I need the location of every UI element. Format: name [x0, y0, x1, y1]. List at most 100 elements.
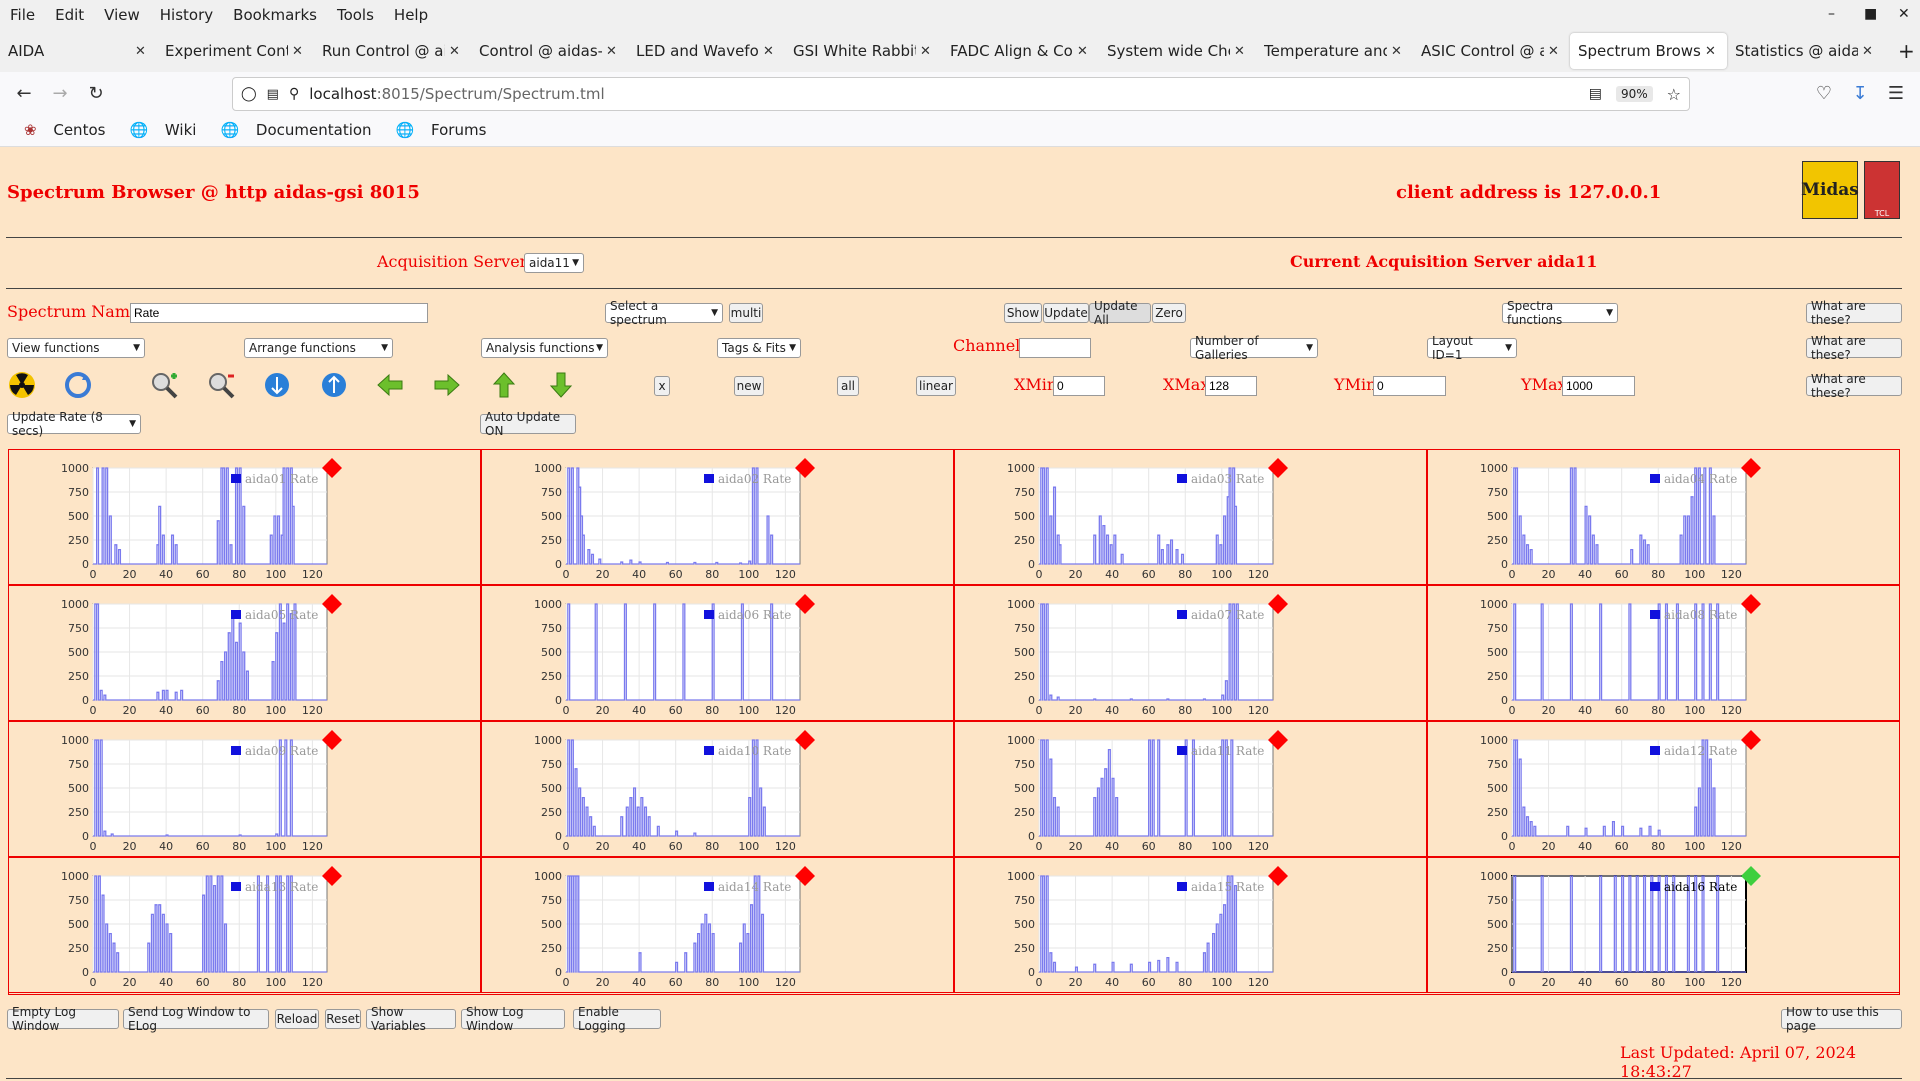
- pocket-icon[interactable]: ♡: [1815, 82, 1833, 104]
- spectrum-cell-aida14[interactable]: 0 250 500 750 1000 0 20 40 60 80 100 120 aida14 Rate: [481, 857, 954, 993]
- refresh-icon[interactable]: [63, 370, 93, 400]
- arrow-down-icon[interactable]: [546, 370, 576, 400]
- tab-2[interactable]: Run Control @ aid ✕: [314, 33, 471, 69]
- tab-10[interactable]: Spectrum Browser✕: [1570, 33, 1727, 69]
- forward-icon[interactable]: →: [52, 82, 68, 104]
- bookmark-forums[interactable]: 🌐 Forums: [395, 121, 487, 139]
- spectrum-plot[interactable]: 0 250 500 750 1000 0 20 40 60 80 100 120 aida03 Rate: [955, 450, 1428, 586]
- radiation-icon[interactable]: [7, 370, 37, 400]
- analysis-functions-dropdown[interactable]: Analysis functions ▼: [481, 338, 608, 358]
- what-are-these-button-1[interactable]: What are these?: [1806, 299, 1902, 327]
- spectrum-plot[interactable]: 0 250 500 750 1000 0 20 40 60 80 100 120 aida09 Rate: [9, 722, 482, 858]
- spectrum-plot[interactable]: 0 250 500 750 1000 0 20 40 60 80 100 120 aida14 Rate: [482, 858, 955, 994]
- status-diamond-icon[interactable]: [322, 730, 342, 750]
- menu-view[interactable]: View: [104, 6, 140, 24]
- tab-5[interactable]: GSI White Rabbit T✕: [785, 33, 942, 69]
- status-diamond-icon[interactable]: [322, 594, 342, 614]
- spectrum-cell-aida16[interactable]: 0 250 500 750 1000 0 20 40 60 80 100 120 aida16 Rate: [1427, 857, 1900, 993]
- close-tab-icon[interactable]: ✕: [1077, 43, 1088, 59]
- multi-button[interactable]: multi: [729, 303, 763, 323]
- update-rate-dropdown[interactable]: Update Rate (8 secs) ▼: [7, 410, 141, 438]
- spectrum-plot[interactable]: 0 250 500 750 1000 0 20 40 60 80 100 120 aida05 Rate: [9, 586, 482, 722]
- reader-icon[interactable]: ▤: [1588, 86, 1602, 102]
- menu-edit[interactable]: Edit: [55, 6, 85, 24]
- tab-0[interactable]: AIDA ✕: [0, 33, 157, 69]
- tab-6[interactable]: FADC Align & Cont✕: [942, 33, 1099, 69]
- number-of-galleries-dropdown[interactable]: Number of Galleries ▼: [1190, 334, 1318, 362]
- zoom-level[interactable]: 90%: [1615, 86, 1653, 102]
- spectrum-plot[interactable]: 0 250 500 750 1000 0 20 40 60 80 100 120 aida11 Rate: [955, 722, 1428, 858]
- spectrum-plot[interactable]: 0 250 500 750 1000 0 20 40 60 80 100 120 aida08 Rate: [1428, 586, 1901, 722]
- bookmark-centos[interactable]: ❀ Centos: [24, 121, 106, 139]
- download-icon[interactable]: ↧: [1852, 82, 1868, 104]
- spectrum-cell-aida08[interactable]: 0 250 500 750 1000 0 20 40 60 80 100 120 aida08 Rate: [1427, 585, 1900, 721]
- spectrum-cell-aida06[interactable]: 0 250 500 750 1000 0 20 40 60 80 100 120 aida06 Rate: [481, 585, 954, 721]
- status-diamond-icon[interactable]: [322, 866, 342, 886]
- new-button[interactable]: new: [734, 376, 764, 396]
- spectra-functions-dropdown[interactable]: Spectra functions ▼: [1502, 299, 1618, 327]
- zoom-in-icon[interactable]: [149, 370, 179, 400]
- status-diamond-icon[interactable]: [795, 866, 815, 886]
- close-window-icon[interactable]: ✕: [1898, 6, 1910, 22]
- update-button[interactable]: Update: [1043, 303, 1089, 323]
- spectrum-plot[interactable]: 0 250 500 750 1000 0 20 40 60 80 100 120 aida13 Rate: [9, 858, 482, 994]
- spectrum-cell-aida02[interactable]: 0 250 500 750 1000 0 20 40 60 80 100 120 aida02 Rate: [481, 449, 954, 585]
- spectrum-plot[interactable]: 0 250 500 750 1000 0 20 40 60 80 100 120 aida10 Rate: [482, 722, 955, 858]
- select-spectrum-dropdown[interactable]: Select a spectrum ▼: [605, 299, 723, 327]
- scale-down-icon[interactable]: [262, 370, 292, 400]
- spectrum-cell-aida03[interactable]: 0 250 500 750 1000 0 20 40 60 80 100 120 aida03 Rate: [954, 449, 1427, 585]
- close-tab-icon[interactable]: ✕: [1862, 43, 1873, 59]
- arrange-functions-dropdown[interactable]: Arrange functions ▼: [244, 338, 393, 358]
- tab-4[interactable]: LED and Wavefor ✕: [628, 33, 785, 69]
- close-tab-icon[interactable]: ✕: [292, 43, 303, 59]
- status-diamond-icon[interactable]: [1741, 866, 1761, 886]
- hamburger-menu-icon[interactable]: ☰: [1887, 82, 1905, 104]
- enable-logging-button[interactable]: Enable Logging: [573, 1005, 661, 1033]
- how-to-use-button[interactable]: How to use this page: [1781, 1005, 1902, 1033]
- menu-history[interactable]: History: [159, 6, 214, 24]
- menu-bookmarks[interactable]: Bookmarks: [233, 6, 317, 24]
- zero-button[interactable]: Zero: [1152, 303, 1186, 323]
- view-functions-dropdown[interactable]: View functions ▼: [7, 338, 145, 358]
- spectrum-cell-aida07[interactable]: 0 250 500 750 1000 0 20 40 60 80 100 120 aida07 Rate: [954, 585, 1427, 721]
- close-tab-icon[interactable]: ✕: [920, 43, 931, 59]
- spectrum-plot[interactable]: 0 250 500 750 1000 0 20 40 60 80 100 120 aida02 Rate: [482, 450, 955, 586]
- spectrum-cell-aida13[interactable]: 0 250 500 750 1000 0 20 40 60 80 100 120 aida13 Rate: [8, 857, 481, 993]
- spectrum-cell-aida09[interactable]: 0 250 500 750 1000 0 20 40 60 80 100 120 aida09 Rate: [8, 721, 481, 857]
- spectrum-cell-aida12[interactable]: 0 250 500 750 1000 0 20 40 60 80 100 120 aida12 Rate: [1427, 721, 1900, 857]
- spectrum-plot[interactable]: 0 250 500 750 1000 0 20 40 60 80 100 120 aida04 Rate: [1428, 450, 1901, 586]
- close-tab-icon[interactable]: ✕: [1391, 43, 1402, 59]
- tab-8[interactable]: Temperature and s✕: [1256, 33, 1413, 69]
- tab-1[interactable]: Experiment Contro✕: [157, 33, 314, 69]
- status-diamond-icon[interactable]: [322, 458, 342, 478]
- show-variables-button[interactable]: Show Variables: [366, 1005, 456, 1033]
- status-diamond-icon[interactable]: [1268, 594, 1288, 614]
- status-diamond-icon[interactable]: [1741, 730, 1761, 750]
- channel-input[interactable]: [1019, 338, 1091, 358]
- spectrum-cell-aida11[interactable]: 0 250 500 750 1000 0 20 40 60 80 100 120 aida11 Rate: [954, 721, 1427, 857]
- spectrum-plot[interactable]: 0 250 500 750 1000 0 20 40 60 80 100 120 aida15 Rate: [955, 858, 1428, 994]
- spectrum-plot[interactable]: 0 250 500 750 1000 0 20 40 60 80 100 120 aida07 Rate: [955, 586, 1428, 722]
- empty-log-button[interactable]: Empty Log Window: [7, 1005, 119, 1033]
- spectrum-plot[interactable]: 0 250 500 750 1000 0 20 40 60 80 100 120 aida06 Rate: [482, 586, 955, 722]
- reload-button[interactable]: Reload: [275, 1009, 319, 1029]
- arrow-right-icon[interactable]: [432, 370, 462, 400]
- server-select[interactable]: aida11 ▼: [524, 253, 584, 273]
- arrow-left-icon[interactable]: [375, 370, 405, 400]
- tab-3[interactable]: Control @ aidas-g ✕: [471, 33, 628, 69]
- status-diamond-icon[interactable]: [1268, 866, 1288, 886]
- arrow-up-icon[interactable]: [489, 370, 519, 400]
- xmin-input[interactable]: [1053, 376, 1105, 396]
- layout-id-dropdown[interactable]: Layout ID=1 ▼: [1427, 334, 1517, 362]
- status-diamond-icon[interactable]: [1741, 594, 1761, 614]
- ymin-input[interactable]: [1373, 376, 1446, 396]
- auto-update-button[interactable]: Auto Update ON: [480, 410, 576, 438]
- spectrum-cell-aida01[interactable]: 0 250 500 750 1000 0 20 40 60 80 100 120 aida01 Rate: [8, 449, 481, 585]
- x-button[interactable]: x: [654, 376, 670, 396]
- close-tab-icon[interactable]: ✕: [606, 43, 617, 59]
- back-icon[interactable]: ←: [16, 82, 32, 104]
- ymax-input[interactable]: [1562, 376, 1635, 396]
- spectrum-cell-aida05[interactable]: 0 250 500 750 1000 0 20 40 60 80 100 120 aida05 Rate: [8, 585, 481, 721]
- status-diamond-icon[interactable]: [1268, 458, 1288, 478]
- status-diamond-icon[interactable]: [1268, 730, 1288, 750]
